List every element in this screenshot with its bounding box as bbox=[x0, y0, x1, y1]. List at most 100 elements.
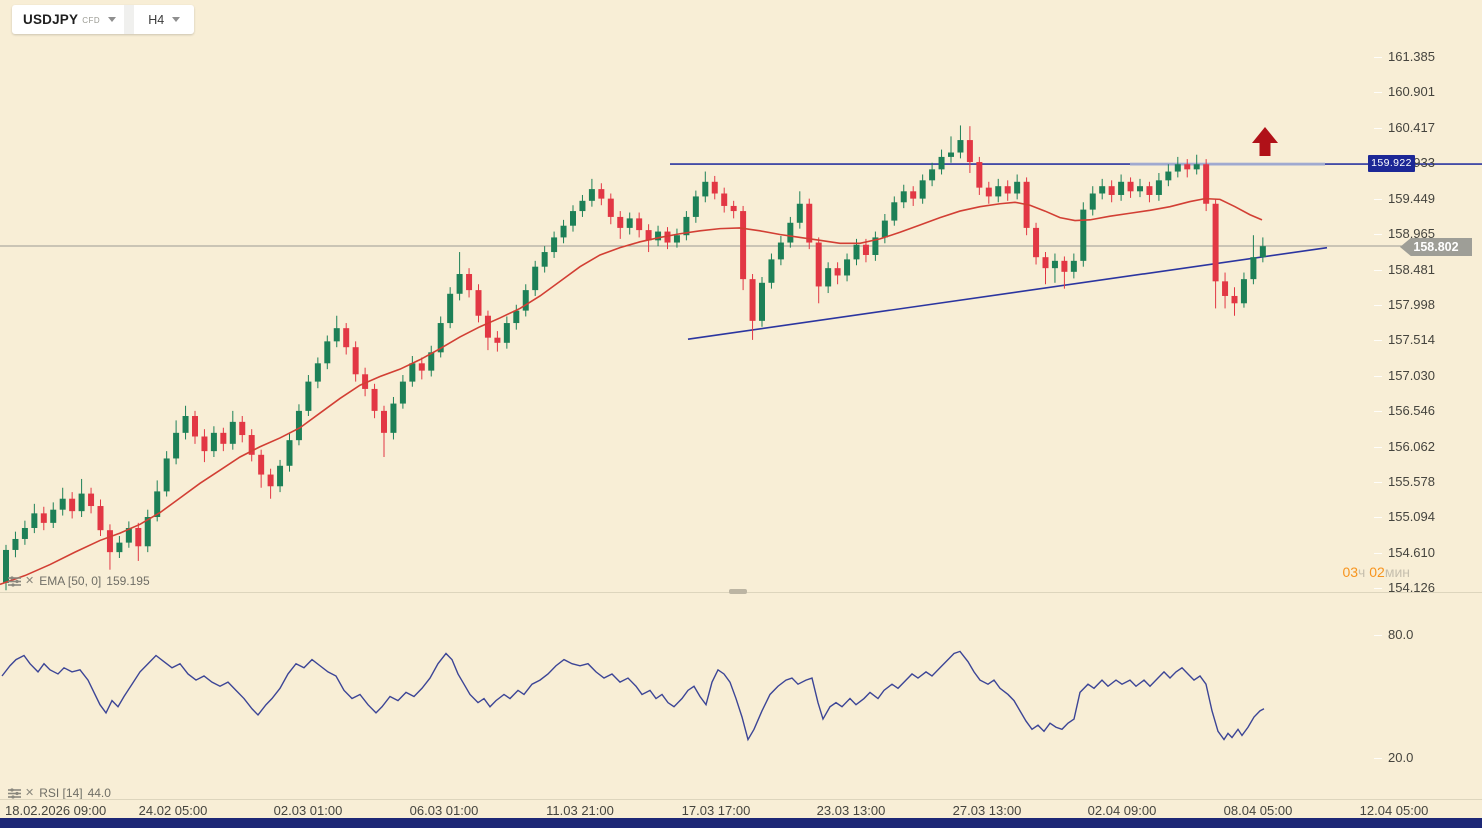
countdown-hours: 03 bbox=[1342, 564, 1359, 580]
price-axis-label: 154.126 bbox=[1388, 580, 1435, 596]
candle-body bbox=[1240, 279, 1247, 304]
candle-body bbox=[730, 205, 737, 212]
candle-body bbox=[144, 517, 151, 547]
ema-legend: ✕ EMA [50, 0] 159.195 bbox=[8, 574, 150, 588]
time-axis-label: 27.03 13:00 bbox=[952, 803, 1022, 818]
candle-body bbox=[371, 388, 378, 411]
candle-body bbox=[966, 140, 973, 163]
candle-body bbox=[154, 491, 161, 518]
price-tick bbox=[1374, 411, 1382, 413]
candle-body bbox=[1108, 186, 1115, 195]
candle-body bbox=[192, 416, 198, 437]
candle-body bbox=[759, 282, 765, 321]
candle-body bbox=[484, 315, 491, 338]
candle-body bbox=[891, 202, 898, 221]
candle-body bbox=[1222, 281, 1229, 296]
up-arrow-annotation[interactable] bbox=[1252, 127, 1278, 156]
price-tick bbox=[1374, 588, 1382, 590]
toolbar-divider bbox=[124, 5, 135, 34]
candle-body bbox=[229, 421, 236, 444]
candle-body bbox=[900, 191, 907, 203]
candle-body bbox=[806, 203, 813, 243]
candle-body bbox=[1155, 180, 1162, 195]
candle-body bbox=[343, 328, 350, 348]
candle-body bbox=[721, 193, 728, 206]
price-tick bbox=[1374, 552, 1382, 554]
candle-body bbox=[503, 323, 510, 343]
time-axis-label: 08.04 05:00 bbox=[1223, 803, 1293, 818]
candle-body bbox=[1070, 260, 1077, 272]
candle-body bbox=[258, 454, 265, 475]
candle-body bbox=[910, 191, 917, 199]
indicator-remove-icon[interactable]: ✕ bbox=[25, 575, 35, 587]
candle-body bbox=[1184, 164, 1191, 170]
candle-body bbox=[352, 347, 359, 375]
time-axis-label: 23.03 13:00 bbox=[816, 803, 886, 818]
candle-body bbox=[749, 279, 756, 321]
candle-body bbox=[655, 231, 662, 241]
candle-body bbox=[1099, 186, 1106, 194]
candle-body bbox=[617, 216, 624, 228]
candle-body bbox=[286, 440, 293, 466]
candle-body bbox=[59, 498, 66, 510]
timeframe-selector[interactable]: H4 bbox=[134, 5, 194, 34]
rsi-axis-label: 20.0 bbox=[1388, 750, 1414, 765]
candle-body bbox=[796, 203, 803, 223]
candle-body bbox=[295, 410, 302, 441]
candle-body bbox=[106, 530, 113, 553]
candle-body bbox=[919, 180, 926, 199]
candle-body bbox=[664, 231, 671, 243]
candle-body bbox=[97, 506, 104, 531]
candle-body bbox=[995, 186, 1002, 197]
candle-body bbox=[1089, 193, 1096, 210]
candle-body bbox=[1137, 186, 1143, 192]
candle-body bbox=[522, 290, 529, 311]
last-price-badge: 158.802 bbox=[1400, 238, 1472, 256]
candle-body bbox=[1127, 181, 1134, 192]
candle-body bbox=[683, 216, 690, 236]
price-axis-label: 158.965 bbox=[1388, 226, 1435, 242]
chevron-down-icon bbox=[108, 17, 117, 22]
timeframe-label: H4 bbox=[148, 12, 165, 27]
time-axis-label: 02.04 09:00 bbox=[1087, 803, 1157, 818]
candle-body bbox=[1146, 186, 1153, 195]
candle-body bbox=[872, 237, 879, 255]
candle-body bbox=[78, 493, 85, 512]
countdown-minutes-unit: мин bbox=[1384, 564, 1410, 580]
candle-body bbox=[31, 513, 38, 528]
candle-body bbox=[267, 474, 274, 487]
candle-body bbox=[1250, 257, 1257, 280]
candle-body bbox=[220, 432, 227, 444]
candle-body bbox=[948, 152, 954, 157]
candle-body bbox=[551, 237, 558, 253]
candle-body bbox=[1004, 186, 1011, 194]
price-tick bbox=[1374, 340, 1382, 342]
candle-body bbox=[853, 244, 860, 260]
indicator-remove-icon[interactable]: ✕ bbox=[25, 787, 35, 799]
candle-body bbox=[50, 509, 57, 523]
price-axis-label: 154.610 bbox=[1388, 544, 1435, 560]
countdown-hours-unit: ч bbox=[1358, 564, 1366, 580]
candle-body bbox=[3, 549, 9, 583]
time-axis-label: 12.04 05:00 bbox=[1359, 803, 1429, 818]
candle-body bbox=[1033, 227, 1040, 258]
candle-body bbox=[466, 274, 473, 291]
candle-body bbox=[702, 181, 709, 197]
candle-body bbox=[277, 465, 284, 487]
candle-body bbox=[570, 211, 576, 226]
indicator-settings-icon[interactable] bbox=[8, 575, 21, 587]
candle-body bbox=[1203, 164, 1210, 204]
price-tick bbox=[1374, 517, 1382, 519]
pane-resize-handle[interactable] bbox=[729, 589, 747, 594]
candle-body bbox=[409, 363, 416, 382]
candle-body bbox=[985, 187, 992, 197]
candle-body bbox=[1231, 295, 1238, 304]
symbol-selector[interactable]: USDJPY CFD bbox=[12, 5, 117, 34]
trendline[interactable] bbox=[687, 246, 1328, 340]
candle-body bbox=[976, 162, 983, 188]
price-axis-label: 157.514 bbox=[1388, 332, 1435, 348]
indicator-settings-icon[interactable] bbox=[8, 787, 21, 799]
candle-body bbox=[399, 381, 406, 404]
